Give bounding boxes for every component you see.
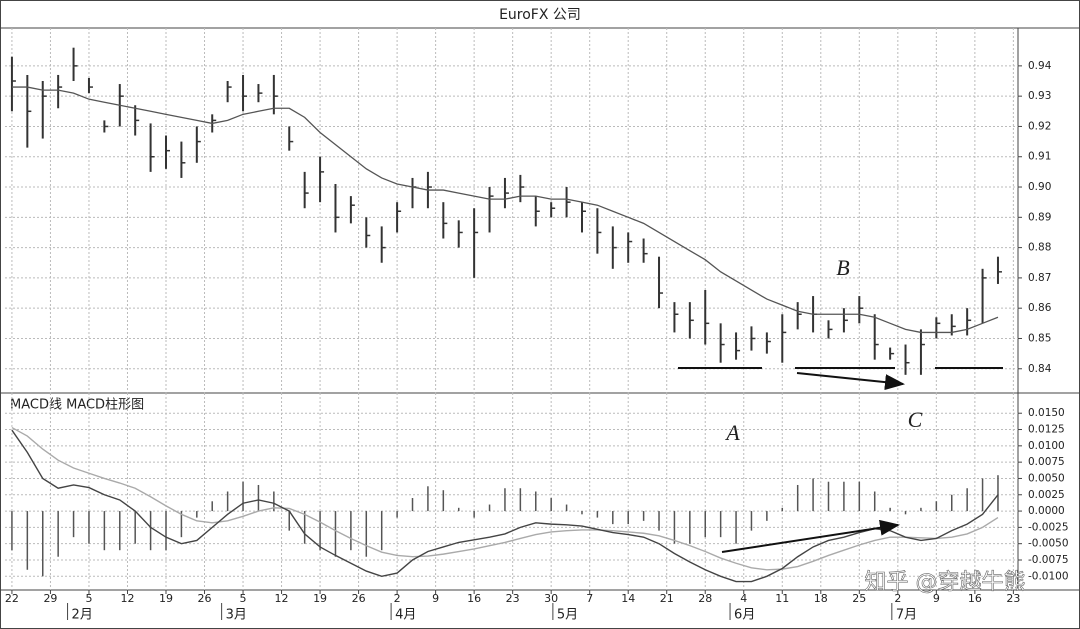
annotation: A: [724, 420, 740, 445]
x-tick-label: 28: [698, 592, 712, 605]
y-tick-label: 0.93: [1028, 90, 1051, 102]
x-tick-label: 9: [432, 592, 439, 605]
month-label: 5月: [557, 608, 578, 623]
y-tick-label: -0.0025: [1028, 521, 1069, 533]
x-tick-label: 26: [198, 592, 212, 605]
chart-title: EuroFX 公司: [499, 7, 581, 23]
x-tick-label: 19: [313, 592, 327, 605]
moving-average: [11, 86, 999, 334]
y-tick-label: 0.91: [1028, 151, 1051, 163]
y-tick-label: 0.90: [1028, 181, 1051, 193]
x-tick-label: 2: [894, 592, 901, 605]
month-label: 7月: [896, 608, 917, 623]
y-tick-label: 0.0025: [1028, 489, 1065, 501]
trend-arrow: [796, 372, 905, 391]
y-tick-label: 0.88: [1028, 242, 1051, 254]
y-tick-label: 0.86: [1028, 302, 1052, 314]
panel-title: MACD线 MACD柱形图: [10, 398, 144, 413]
y-tick-label: 0.92: [1028, 120, 1051, 132]
x-tick-label: 26: [352, 592, 366, 605]
x-tick-label: 16: [968, 592, 982, 605]
y-tick-label: 0.0100: [1028, 440, 1065, 452]
x-tick-label: 2: [394, 592, 401, 605]
y-tick-label: 0.94: [1028, 60, 1052, 72]
y-tick-label: 0.84: [1028, 363, 1052, 375]
month-label: 3月: [226, 608, 247, 623]
x-tick-label: 23: [1006, 592, 1020, 605]
y-tick-label: 0.0125: [1028, 424, 1065, 436]
y-tick-label: 0.0150: [1028, 407, 1065, 419]
y-tick-label: 0.85: [1028, 332, 1051, 344]
x-tick-label: 7: [586, 592, 593, 605]
y-tick-label: 0.89: [1028, 211, 1051, 223]
annotation: B: [836, 255, 849, 280]
x-tick-label: 22: [5, 592, 19, 605]
y-tick-label: 0.0050: [1028, 472, 1065, 484]
x-tick-label: 18: [814, 592, 828, 605]
month-label: 4月: [395, 608, 416, 623]
x-tick-label: 11: [775, 592, 789, 605]
macd-line: [11, 429, 999, 583]
month-label: 2月: [72, 608, 93, 623]
x-tick-label: 14: [621, 592, 635, 605]
y-tick-label: 0.0000: [1028, 505, 1065, 517]
x-tick-label: 25: [852, 592, 866, 605]
y-tick-label: -0.0050: [1028, 538, 1069, 550]
y-tick-label: -0.0100: [1028, 570, 1069, 582]
x-tick-label: 29: [43, 592, 57, 605]
x-tick-label: 21: [660, 592, 674, 605]
month-label: 6月: [734, 608, 755, 623]
y-tick-label: 0.0075: [1028, 456, 1065, 468]
x-tick-label: 4: [740, 592, 747, 605]
x-tick-label: 9: [933, 592, 940, 605]
annotation: C: [908, 407, 923, 432]
x-tick-label: 12: [275, 592, 289, 605]
x-tick-label: 5: [85, 592, 92, 605]
x-tick-label: 19: [159, 592, 173, 605]
y-tick-label: 0.87: [1028, 272, 1051, 284]
x-tick-label: 30: [544, 592, 558, 605]
x-tick-label: 5: [240, 592, 247, 605]
x-tick-label: 12: [120, 592, 134, 605]
y-tick-label: -0.0075: [1028, 554, 1069, 566]
signal-line: [11, 426, 999, 571]
x-tick-label: 16: [467, 592, 481, 605]
watermark: 知乎 @穿越牛熊: [865, 570, 1026, 595]
x-tick-label: 23: [506, 592, 520, 605]
trend-arrow: [721, 519, 900, 553]
